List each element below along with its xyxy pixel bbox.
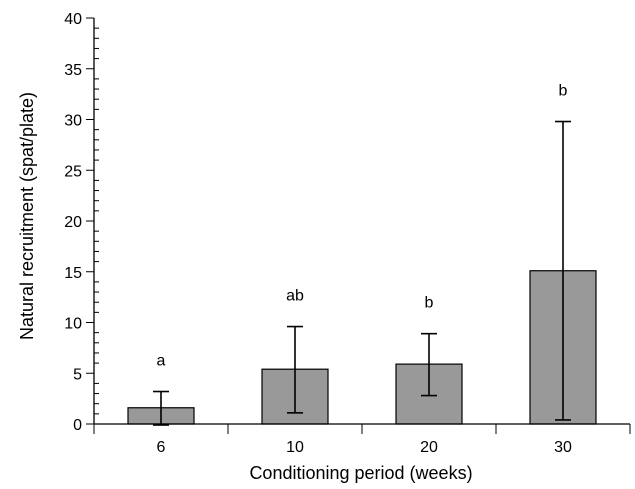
y-axis-title: Natural recruitment (spat/plate)	[17, 92, 37, 340]
y-tick-label: 20	[64, 214, 82, 231]
y-tick-label: 15	[64, 265, 82, 282]
y-tick-label: 0	[73, 417, 82, 434]
y-tick-label: 35	[64, 62, 82, 79]
y-tick-label: 10	[64, 316, 82, 333]
error-bar-10	[287, 325, 303, 414]
x-tick-label: 6	[157, 439, 166, 456]
x-axis-title: Conditioning period (weeks)	[249, 463, 472, 483]
y-tick-label: 30	[64, 113, 82, 130]
significance-label: ab	[286, 288, 304, 305]
error-bar-6	[153, 390, 169, 426]
significance-label: b	[425, 295, 434, 312]
significance-labels: a ab b b	[157, 83, 568, 370]
y-tick-label: 40	[64, 11, 82, 28]
y-axis-ticks: 0 5 10 15 20 25 30 35 40	[64, 11, 99, 434]
x-tick-label: 30	[554, 439, 572, 456]
bars	[127, 270, 597, 425]
significance-label: a	[157, 353, 166, 370]
significance-label: b	[559, 83, 568, 100]
x-axis-ticks: 6 10 20 30	[93, 424, 631, 456]
error-bar-20	[421, 332, 437, 397]
x-tick-label: 20	[420, 439, 438, 456]
error-bars	[153, 120, 571, 426]
x-tick-label: 10	[286, 439, 304, 456]
y-tick-label: 5	[73, 366, 82, 383]
y-tick-label: 25	[64, 163, 82, 180]
error-bar-30	[555, 120, 571, 421]
